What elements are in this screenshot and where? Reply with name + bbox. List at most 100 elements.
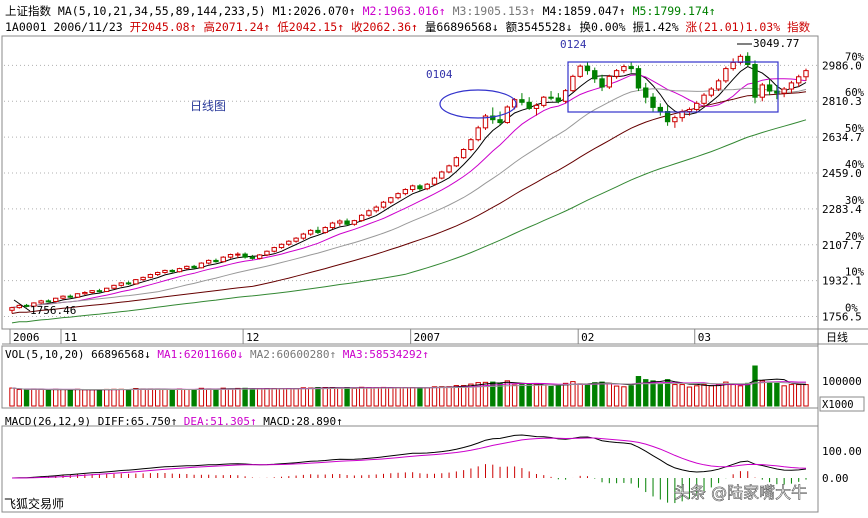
candle-body [781,88,787,94]
candle-body [286,240,292,245]
candle-body [220,256,226,263]
volume-bar [613,385,620,407]
candle-body [774,90,780,94]
header-segment: MA2:60600280↑ [243,348,336,361]
candle-body [402,189,409,195]
header-segment: M2:1963.016↑ [356,4,446,18]
candle-body [468,139,474,150]
header-segment: M3:1905.153↑ [446,4,536,18]
volume-bar [737,385,744,407]
header-segment: 涨(21.01)1.03% [679,20,781,34]
header-line-2: 1A0001 2006/11/23 开2045.08↑ 高2071.24↑ 低2… [5,20,811,34]
volume-bar [541,384,547,407]
header-segment: M1:2026.070↑ [266,4,356,18]
candle-body [380,201,387,208]
candle-body [796,76,802,84]
candle-body [264,250,270,256]
candle-body [9,307,15,311]
macd-tick-0: 0.00 [822,472,849,485]
min-label: 1756.46 [30,304,76,317]
volume-bars [9,365,809,407]
dea-line [12,437,807,479]
candle-body [504,106,511,124]
volume-bar [67,389,73,407]
candle-body [198,262,205,269]
percent-tick-label: 60% [845,87,865,99]
volume-bar [235,387,241,407]
candle-body [300,233,307,239]
candle-body [745,55,751,66]
highlight-ellipse [439,89,517,119]
volume-bar [686,386,693,407]
volume-bar [730,384,736,407]
volume-bar [125,389,132,407]
volume-bar [220,387,226,407]
header-segment: 开2045.08↑ [123,20,197,34]
volume-bar [548,385,554,407]
candle-body [111,284,117,289]
volume-bar [307,387,314,407]
candle-body [118,282,124,286]
volume-bar [388,387,394,407]
volume-bar [431,386,438,407]
candle-body [584,65,591,72]
volume-bar [169,389,175,407]
candle-body [16,304,22,309]
ma-line-55 [11,119,807,324]
candle-body [541,96,547,106]
candle-body [759,84,765,98]
header-segment: 换0.00% [573,20,626,34]
ma-line-5 [11,66,807,309]
price-tick-label: 2107.7 [822,239,862,252]
candle-body [708,88,714,96]
price-tick-label: 2459.0 [822,167,862,180]
header-segment: MACD:28.890↑ [257,415,343,428]
volume-bar [766,381,773,407]
software-label: 飞狐交易师 [4,496,64,511]
volume-bar [657,384,663,407]
candle-body [453,157,460,167]
header-line-1: 上证指数 MA(5,10,21,34,55,89,144,233,5) M1:2… [5,4,716,18]
volume-ma-line-20 [11,381,806,390]
volume-bar [358,386,365,407]
candle-body [686,108,693,113]
volume-bar [366,387,372,407]
candle-body [133,279,139,285]
volume-bar [329,387,336,407]
volume-ma-lines [11,378,807,391]
price-tick-label: 2634.7 [822,131,862,144]
ma-line-34 [11,91,807,314]
percent-tick-label: 0% [845,303,858,315]
candle-body [155,271,161,276]
candle-body [125,282,132,285]
volume-bar [111,388,117,407]
volume-tick: 100000 [822,375,862,388]
candle-body [592,70,598,80]
volume-bar [409,387,416,407]
header-segment: MA(5,10,21,34,55,89,144,233,5) [51,4,266,18]
candle-body [701,94,707,104]
volume-bar [227,388,234,407]
candle-body [366,210,372,216]
candle-body [307,229,314,235]
volume-bar [745,382,751,407]
volume-bar [759,380,765,407]
candle-body [409,185,416,191]
volume-bar [504,380,511,407]
volume-bar [519,384,525,407]
volume-bar [635,376,642,407]
candle-body [96,290,103,293]
volume-bar [82,389,88,407]
volume-bar [213,389,219,407]
candlestick-series [9,52,809,314]
volume-bar [118,388,124,407]
date-tick-label: 2007 [414,331,441,344]
volume-bar [45,389,52,407]
candle-body [45,300,52,303]
candle-body [329,222,336,229]
percent-tick-label: 50% [845,123,865,135]
candle-body [730,61,736,70]
volume-bar [570,381,576,407]
volume-bar [264,388,270,407]
